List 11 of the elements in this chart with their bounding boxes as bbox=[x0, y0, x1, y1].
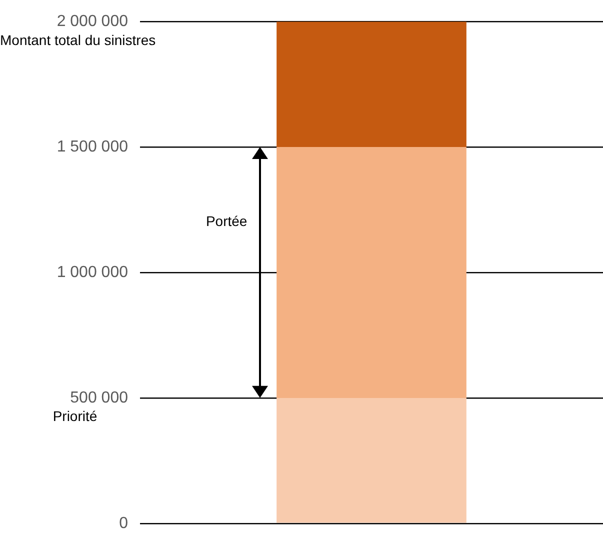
text: Priorité bbox=[52, 408, 98, 424]
y-tick-label: 0 bbox=[119, 514, 128, 532]
bar bbox=[276, 398, 466, 523]
y-tick-label: 2 000 000 bbox=[56, 13, 128, 30]
y-tick-label: 1 000 000 bbox=[56, 264, 128, 281]
bar bbox=[276, 147, 466, 398]
y-tick-label: 500 000 bbox=[70, 389, 128, 406]
annotation: Portée bbox=[204, 212, 248, 228]
bar bbox=[276, 22, 466, 148]
annotation: Montant total du sinistres bbox=[0, 32, 156, 48]
y-tick-label: 1 500 000 bbox=[56, 138, 128, 156]
